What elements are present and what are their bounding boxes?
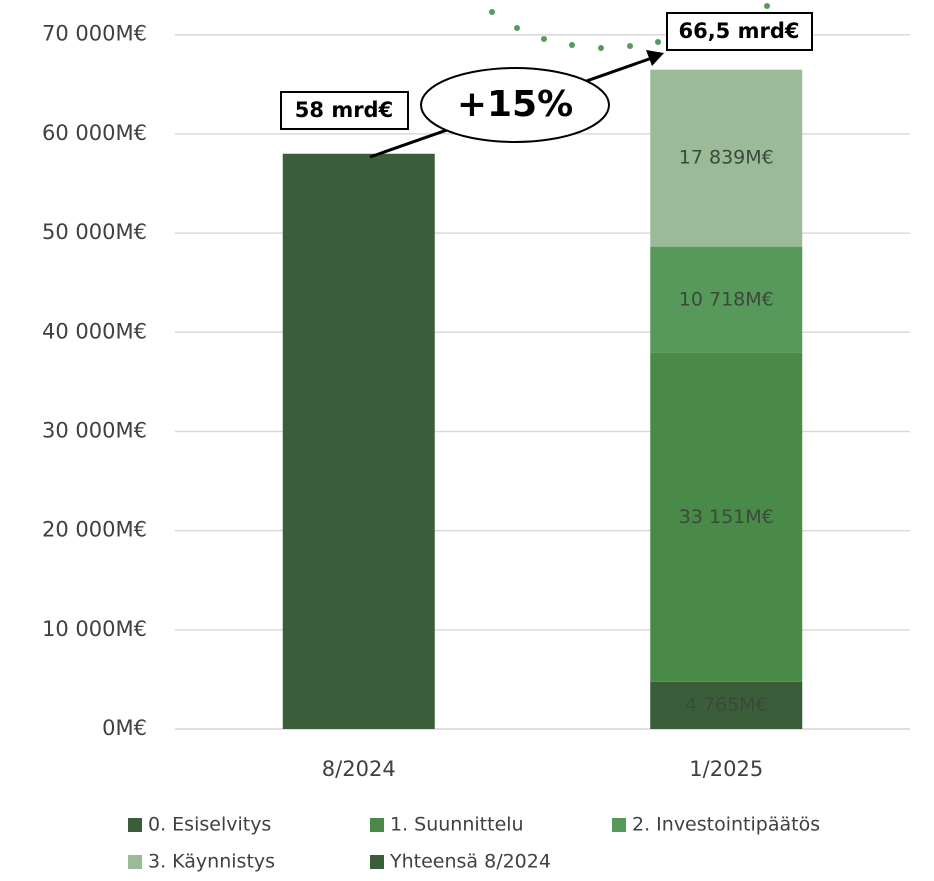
value-label: 4 765M€ [685, 694, 768, 716]
y-tick-label: 50 000M€ [42, 220, 147, 244]
annotation-box [666, 12, 813, 51]
annotation: +15% [457, 84, 573, 125]
bar-segment [282, 153, 435, 730]
bar-segment [650, 69, 803, 247]
legend-label: 1. Suunnittelu [390, 814, 524, 836]
bar-segment [650, 681, 803, 729]
dotted-arc [489, 3, 770, 51]
arrow-head [646, 50, 664, 66]
y-tick-label: 0M€ [102, 716, 147, 740]
annotation: 66,5 mrd€ [678, 19, 799, 43]
bar-segment [650, 246, 803, 353]
legend-label: 3. Käynnistys [148, 851, 275, 873]
annotation-box [280, 91, 409, 130]
x-tick-label: 8/2024 [322, 757, 396, 781]
legend-label: 0. Esiselvitys [148, 814, 271, 836]
legend-swatch [128, 818, 142, 832]
legend-swatch [370, 818, 384, 832]
y-tick-label: 10 000M€ [42, 617, 147, 641]
y-tick-label: 20 000M€ [42, 518, 147, 542]
legend-label: 2. Investointipäätös [632, 814, 820, 836]
y-tick-label: 70 000M€ [42, 22, 147, 46]
annotation-ellipse [420, 67, 610, 143]
y-tick-label: 60 000M€ [42, 121, 147, 145]
x-tick-label: 1/2025 [689, 757, 763, 781]
value-label: 33 151M€ [679, 506, 774, 528]
legend-swatch [370, 855, 384, 869]
y-tick-label: 30 000M€ [42, 418, 147, 442]
legend-swatch [128, 855, 142, 869]
bar-segment [650, 352, 803, 682]
value-label: 17 839M€ [679, 147, 774, 169]
legend-label: Yhteensä 8/2024 [389, 851, 551, 873]
value-label: 10 718M€ [679, 288, 774, 310]
y-tick-label: 40 000M€ [42, 319, 147, 343]
annotation: 58 mrd€ [295, 98, 393, 122]
legend-swatch [612, 818, 626, 832]
